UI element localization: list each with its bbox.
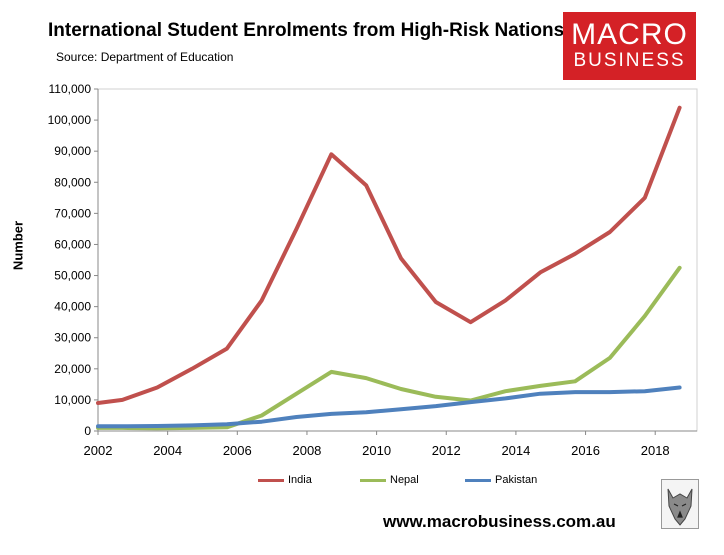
x-tick-label: 2002: [84, 443, 113, 458]
x-tick-label: 2018: [641, 443, 670, 458]
x-tick-label: 2008: [292, 443, 321, 458]
x-tick-label: 2012: [432, 443, 461, 458]
legend-swatch-nepal: [360, 478, 386, 482]
series-line-pakistan: [96, 385, 682, 429]
y-tick-label: 0: [84, 424, 91, 438]
y-tick-label: 50,000: [54, 269, 91, 283]
y-tick-label: 10,000: [54, 393, 91, 407]
plot-area-border: [97, 88, 698, 432]
x-tick-label: 2014: [501, 443, 530, 458]
x-tick-label: 2010: [362, 443, 391, 458]
legend-swatch-pakistan: [465, 478, 491, 482]
legend-item-nepal: Nepal: [360, 474, 419, 490]
legend-label-nepal: Nepal: [390, 474, 419, 486]
y-tick-label: 80,000: [54, 175, 91, 189]
y-tick-label: 60,000: [54, 237, 91, 251]
legend-item-pakistan: Pakistan: [465, 474, 537, 490]
legend-swatch-india: [258, 478, 284, 482]
series-line-nepal: [96, 265, 682, 431]
y-tick-label: 20,000: [54, 362, 91, 376]
chart-source: Source: Department of Education: [56, 50, 234, 64]
y-tick-label: 90,000: [54, 144, 91, 158]
logo-line1: MACRO: [571, 18, 688, 51]
logo-line2: BUSINESS: [573, 50, 686, 71]
chart-title: International Student Enrolments from Hi…: [48, 20, 565, 41]
y-tick-label: 40,000: [54, 300, 91, 314]
wolf-logo-icon: [661, 479, 699, 529]
x-tick-label: 2006: [223, 443, 252, 458]
legend: India Nepal Pakistan: [0, 474, 724, 492]
legend-label-india: India: [288, 474, 312, 486]
x-tick-label: 2016: [571, 443, 600, 458]
macrobusiness-logo: MACRO BUSINESS: [563, 12, 696, 80]
legend-label-pakistan: Pakistan: [495, 474, 538, 486]
website-url: www.macrobusiness.com.au: [383, 512, 616, 531]
y-tick-label: 110,000: [49, 82, 92, 96]
legend-item-india: India: [258, 474, 312, 490]
series-line-india: [96, 105, 682, 405]
y-tick-label: 70,000: [54, 206, 91, 220]
x-tick-label: 2004: [153, 443, 182, 458]
y-tick-label: 100,000: [48, 113, 92, 127]
y-tick-label: 30,000: [54, 331, 91, 345]
